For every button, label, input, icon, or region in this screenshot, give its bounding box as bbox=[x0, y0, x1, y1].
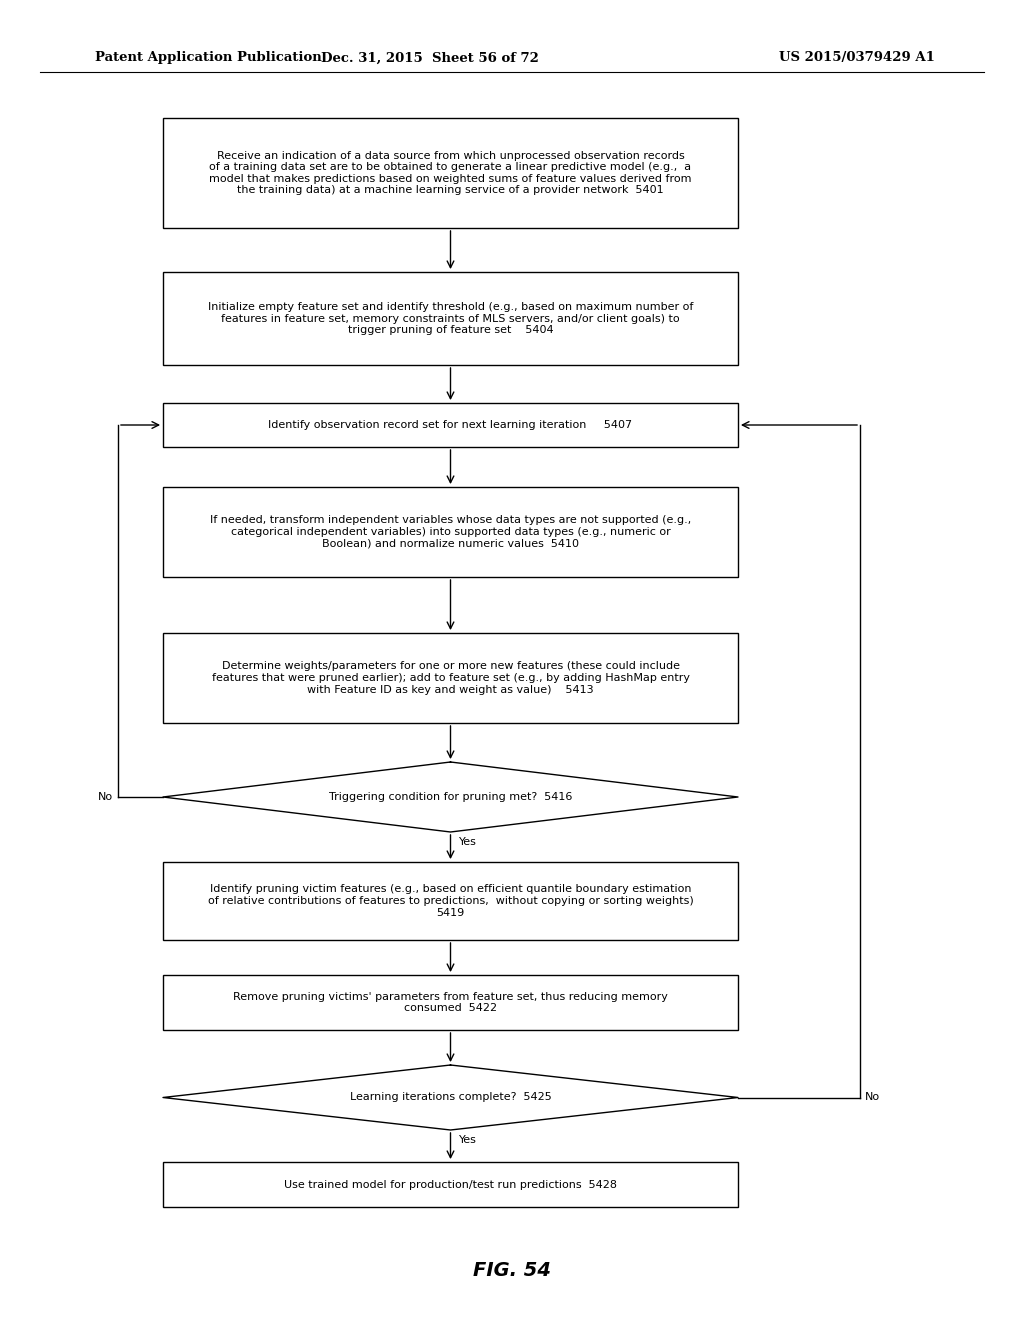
Text: If needed, transform independent variables whose data types are not supported (e: If needed, transform independent variabl… bbox=[210, 515, 691, 549]
Bar bbox=[163, 1162, 738, 1206]
Text: Triggering condition for pruning met?  5416: Triggering condition for pruning met? 54… bbox=[329, 792, 572, 803]
Text: Initialize empty feature set and identify threshold (e.g., based on maximum numb: Initialize empty feature set and identif… bbox=[208, 302, 693, 335]
Text: Receive an indication of a data source from which unprocessed observation record: Receive an indication of a data source f… bbox=[209, 150, 692, 195]
Bar bbox=[163, 117, 738, 228]
Text: No: No bbox=[98, 792, 113, 803]
Bar bbox=[163, 975, 738, 1030]
Text: Use trained model for production/test run predictions  5428: Use trained model for production/test ru… bbox=[284, 1180, 617, 1189]
Text: Remove pruning victims' parameters from feature set, thus reducing memory
consum: Remove pruning victims' parameters from … bbox=[233, 991, 668, 1014]
Bar bbox=[163, 272, 738, 366]
Text: Identify pruning victim features (e.g., based on efficient quantile boundary est: Identify pruning victim features (e.g., … bbox=[208, 884, 693, 917]
Text: Patent Application Publication: Patent Application Publication bbox=[95, 51, 322, 65]
Text: US 2015/0379429 A1: US 2015/0379429 A1 bbox=[779, 51, 935, 65]
Text: Learning iterations complete?  5425: Learning iterations complete? 5425 bbox=[349, 1093, 551, 1102]
Text: Identify observation record set for next learning iteration     5407: Identify observation record set for next… bbox=[268, 420, 633, 430]
Bar bbox=[163, 634, 738, 723]
Bar bbox=[163, 487, 738, 577]
Text: Determine weights/parameters for one or more new features (these could include
f: Determine weights/parameters for one or … bbox=[212, 661, 689, 694]
Bar bbox=[163, 862, 738, 940]
Text: Dec. 31, 2015  Sheet 56 of 72: Dec. 31, 2015 Sheet 56 of 72 bbox=[322, 51, 539, 65]
Text: Yes: Yes bbox=[459, 1135, 476, 1144]
Text: FIG. 54: FIG. 54 bbox=[473, 1261, 551, 1279]
Bar bbox=[163, 403, 738, 447]
Text: Yes: Yes bbox=[459, 837, 476, 847]
Text: No: No bbox=[865, 1093, 880, 1102]
